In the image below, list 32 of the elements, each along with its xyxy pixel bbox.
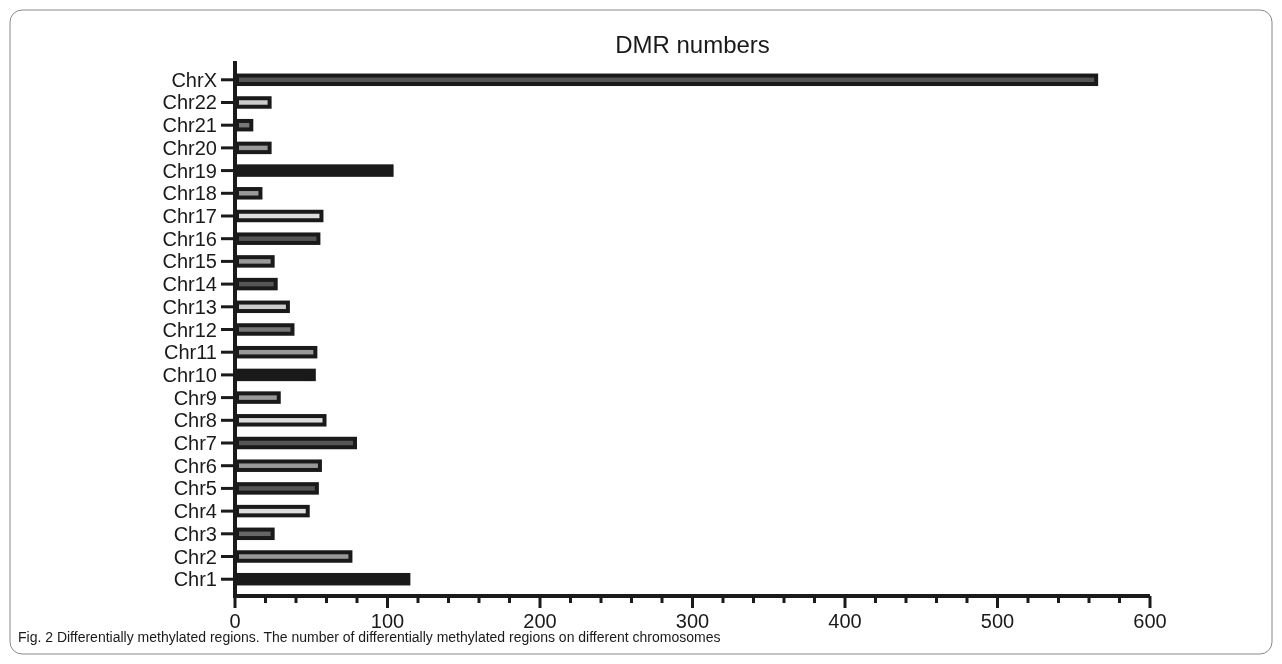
y-tick-label: Chr3 [173, 522, 217, 545]
y-tick-label: Chr7 [173, 432, 217, 455]
y-tick-label: Chr4 [173, 500, 217, 523]
y-tick-label: Chr20 [162, 136, 217, 159]
y-tick-label: Chr15 [162, 250, 217, 273]
y-tick-label: Chr5 [173, 477, 217, 500]
x-tick-label: 200 [523, 610, 557, 632]
x-tick-label: 400 [828, 610, 862, 632]
caption: Fig. 2 Differentially methylated regions. The number of differentially methylated regions on different chromosomes [18, 629, 721, 645]
y-tick-label: Chr2 [173, 545, 217, 568]
y-tick-label: Chr16 [162, 227, 217, 250]
y-tick-label: Chr13 [162, 295, 217, 318]
y-tick-label: Chr1 [173, 568, 217, 591]
y-tick-label: Chr14 [162, 273, 217, 296]
y-tick-label: Chr9 [173, 386, 217, 409]
y-tick-label: Chr17 [162, 204, 217, 227]
y-tick-label: Chr18 [162, 182, 217, 205]
y-tick-label: Chr6 [173, 454, 217, 477]
y-tick-label: Chr10 [162, 363, 217, 386]
x-tick-label: 100 [370, 610, 405, 632]
y-tick-label: Chr19 [162, 159, 217, 182]
y-tick-label: Chr21 [162, 114, 217, 137]
y-tick-label: Chr22 [162, 91, 217, 114]
chart-title: DMR numbers [615, 31, 770, 58]
x-tick-label: 0 [229, 610, 241, 632]
y-tick-label: Chr11 [164, 341, 217, 364]
y-tick-label: ChrX [171, 68, 217, 91]
x-tick-label: 500 [980, 610, 1015, 632]
x-tick-label: 600 [1133, 610, 1167, 632]
x-tick-label: 300 [675, 610, 710, 632]
y-tick-label: Chr12 [162, 318, 217, 341]
y-tick-label: Chr8 [173, 409, 217, 432]
